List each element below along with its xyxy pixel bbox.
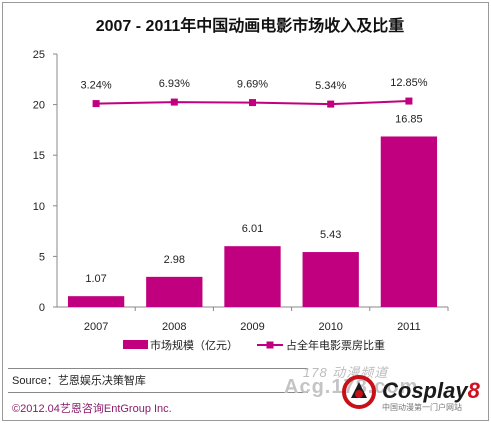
line-value-label: 3.24% (80, 80, 111, 92)
bar-value-label: 16.85 (395, 113, 423, 125)
bar (380, 136, 438, 307)
watermark-brand: Cosplay8 (382, 378, 480, 403)
x-tick-label: 2007 (84, 321, 108, 333)
line-value-label: 6.93% (159, 78, 190, 90)
watermark-channel: 178 动漫频道 (303, 365, 389, 380)
bar-value-label: 5.43 (320, 229, 341, 241)
copyright-note: ©2012.04艺恩咨询EntGroup Inc. (12, 403, 172, 415)
y-tick-label: 20 (33, 100, 45, 112)
bar (146, 276, 203, 307)
watermark-tagline: 中国动漫第一门户网站 (382, 403, 462, 412)
x-tick-label: 2011 (397, 321, 421, 333)
line-value-label: 5.34% (315, 80, 346, 92)
chart-title: 2007 - 2011年中国动画电影市场收入及比重 (96, 16, 405, 35)
bar-value-label: 2.98 (164, 254, 185, 266)
legend: 市场规模（亿元） 占全年电影票房比重 (123, 338, 385, 352)
legend-bar-label: 市场规模（亿元） (150, 338, 238, 352)
y-tick-label: 5 (39, 251, 45, 263)
x-tick-label: 2009 (240, 321, 264, 333)
line-marker (92, 100, 100, 108)
x-tick-label: 2010 (318, 321, 342, 333)
legend-line-label: 占全年电影票房比重 (286, 338, 385, 352)
bar-value-label: 1.07 (85, 273, 106, 285)
bar-value-label: 6.01 (242, 223, 263, 235)
x-tick-label: 2008 (162, 321, 186, 333)
line-series: 3.24% 6.93% 9.69% 5.34% 12.85% (80, 77, 428, 108)
line-marker (249, 99, 256, 107)
line-value-label: 9.69% (237, 79, 268, 91)
watermark-site: Acg.178.com (284, 376, 419, 398)
y-tick-label: 25 (33, 49, 45, 61)
line-marker (405, 97, 413, 105)
y-tick-label: 10 (33, 201, 45, 213)
legend-line-marker (266, 341, 274, 349)
footer-divider-bottom (8, 392, 308, 393)
bar (67, 296, 125, 307)
y-tick-label: 0 (39, 302, 45, 314)
legend-bar-swatch (123, 340, 148, 349)
line-marker (327, 100, 335, 108)
source-note: Source：艺恩娱乐决策智库 (12, 375, 146, 387)
footer-divider-top (8, 368, 308, 369)
y-tick-label: 15 (33, 150, 45, 162)
bar-series: 1.07 2.98 6.01 5.43 16.85 (67, 113, 438, 307)
bar (224, 246, 281, 307)
watermark-logo-icon (342, 375, 376, 409)
bar (302, 252, 359, 307)
line-value-label: 12.85% (390, 77, 428, 89)
line-marker (170, 98, 178, 106)
